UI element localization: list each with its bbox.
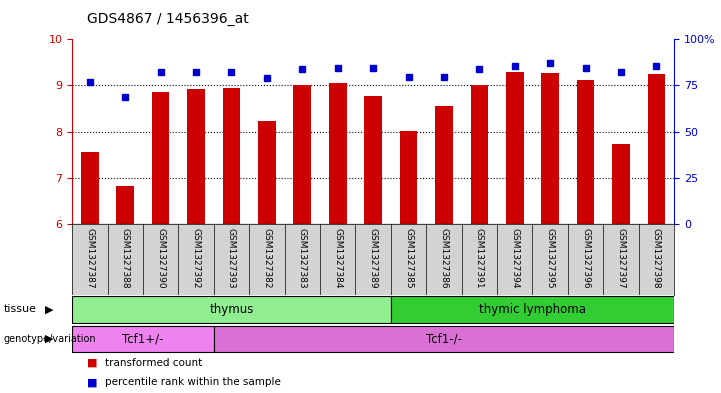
Text: GSM1327398: GSM1327398 <box>652 228 661 288</box>
Bar <box>435 106 453 224</box>
Text: GSM1327392: GSM1327392 <box>192 228 200 288</box>
Bar <box>399 131 417 224</box>
Text: GSM1327384: GSM1327384 <box>333 228 342 288</box>
Text: GSM1327389: GSM1327389 <box>368 228 378 288</box>
Bar <box>577 80 594 224</box>
Bar <box>258 121 275 224</box>
Bar <box>364 95 382 224</box>
Text: transformed count: transformed count <box>105 358 202 367</box>
Bar <box>506 72 523 224</box>
Text: GSM1327394: GSM1327394 <box>510 228 519 288</box>
Bar <box>647 74 665 224</box>
Bar <box>293 84 311 224</box>
Bar <box>187 89 205 224</box>
Text: GSM1327397: GSM1327397 <box>616 228 626 288</box>
Text: ▶: ▶ <box>45 334 53 344</box>
Bar <box>223 88 240 224</box>
Text: GSM1327383: GSM1327383 <box>298 228 307 288</box>
Bar <box>152 92 169 224</box>
Text: GSM1327387: GSM1327387 <box>85 228 94 288</box>
Text: GSM1327388: GSM1327388 <box>120 228 130 288</box>
Text: ▶: ▶ <box>45 305 53 314</box>
Text: tissue: tissue <box>4 305 37 314</box>
Text: GSM1327391: GSM1327391 <box>475 228 484 288</box>
Text: GSM1327393: GSM1327393 <box>227 228 236 288</box>
Text: thymic lymphoma: thymic lymphoma <box>479 303 586 316</box>
Text: GSM1327395: GSM1327395 <box>546 228 554 288</box>
Text: ■: ■ <box>87 358 97 367</box>
Bar <box>391 296 674 323</box>
Bar <box>541 73 559 224</box>
Text: GDS4867 / 1456396_at: GDS4867 / 1456396_at <box>87 11 248 26</box>
Bar <box>116 186 134 224</box>
Text: genotype/variation: genotype/variation <box>4 334 96 344</box>
Text: ■: ■ <box>87 377 97 387</box>
Text: GSM1327390: GSM1327390 <box>156 228 165 288</box>
Bar <box>81 152 99 224</box>
Text: percentile rank within the sample: percentile rank within the sample <box>105 377 280 387</box>
Text: GSM1327396: GSM1327396 <box>581 228 590 288</box>
Text: Tcf1+/-: Tcf1+/- <box>122 332 164 345</box>
Text: GSM1327382: GSM1327382 <box>262 228 271 288</box>
Bar <box>213 326 674 352</box>
Text: GSM1327386: GSM1327386 <box>439 228 448 288</box>
Bar <box>471 84 488 224</box>
Text: GSM1327385: GSM1327385 <box>404 228 413 288</box>
Text: Tcf1-/-: Tcf1-/- <box>426 332 462 345</box>
Bar <box>72 296 391 323</box>
Bar <box>329 83 347 224</box>
Bar <box>72 326 213 352</box>
Bar <box>612 144 630 224</box>
Text: thymus: thymus <box>209 303 254 316</box>
